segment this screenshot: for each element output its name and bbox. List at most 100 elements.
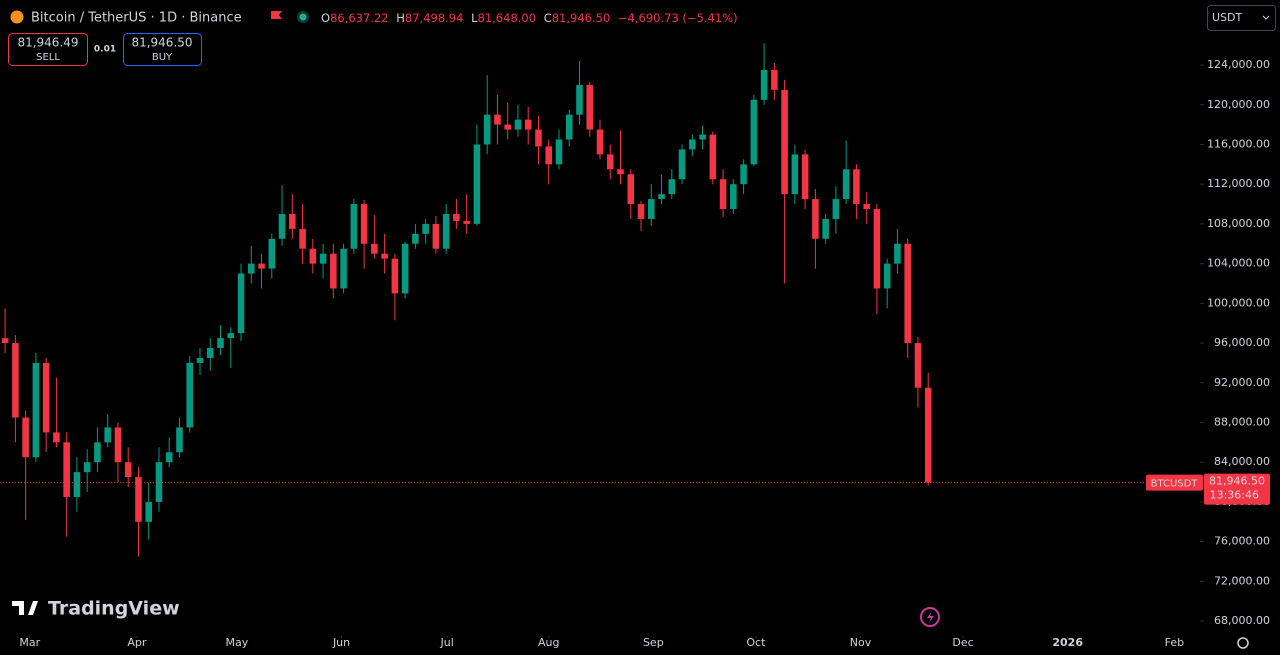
buy-label: BUY <box>152 52 173 63</box>
y-tick-label: 104,000.00 <box>1207 257 1270 270</box>
candle-body <box>124 462 132 478</box>
candle-body <box>330 253 337 289</box>
event-bolt <box>927 611 934 623</box>
candle-body <box>606 154 614 170</box>
candle-body <box>565 114 573 140</box>
candle-body <box>545 146 552 165</box>
candle-body <box>822 218 829 239</box>
buy-button[interactable] <box>123 33 202 66</box>
symbol-tag <box>1146 474 1203 491</box>
candle-body <box>586 84 594 130</box>
candle-body <box>853 169 860 205</box>
x-tick-label: Jul <box>440 636 454 649</box>
candle-body <box>104 427 111 443</box>
price-tag-text: 81,946.50 <box>1209 475 1265 488</box>
y-tick-label: 88,000.00 <box>1214 415 1270 428</box>
candle-body <box>83 462 91 473</box>
candle-body <box>94 442 101 463</box>
x-tick-label: May <box>226 636 249 649</box>
candle-body <box>217 338 224 349</box>
candle-body <box>391 258 399 294</box>
candle-body <box>422 223 429 234</box>
candle-body <box>924 387 932 483</box>
candle-body <box>289 213 296 229</box>
candle-body <box>637 204 645 219</box>
y-tick-label: 108,000.00 <box>1207 217 1270 230</box>
candle-body <box>750 99 758 165</box>
candle-body <box>453 213 460 221</box>
candle-body <box>668 179 676 195</box>
candle-body <box>22 417 29 458</box>
sell-label: SELL <box>36 52 60 63</box>
candle-body <box>412 233 419 244</box>
y-tick-label: 100,000.00 <box>1207 296 1270 309</box>
candle-body <box>812 199 819 239</box>
x-tick-label: Oct <box>746 636 766 649</box>
settings-icon[interactable] <box>1237 637 1249 649</box>
candle-body <box>371 243 378 254</box>
candle-body <box>648 199 655 219</box>
o-value: 86,637.22 <box>330 11 389 25</box>
candle-body <box>268 238 276 269</box>
symbol-title: Bitcoin / TetherUS · 1D · Binance <box>31 11 242 26</box>
y-tick-label: 72,000.00 <box>1214 574 1270 587</box>
candle-body <box>186 362 194 428</box>
candle-body <box>483 114 491 145</box>
candle-body <box>340 248 347 289</box>
candle-body <box>832 199 840 219</box>
candle-body <box>227 333 235 339</box>
price-tag <box>1204 473 1270 505</box>
candle-body <box>801 154 809 200</box>
event-icon[interactable] <box>920 607 940 627</box>
candle-body <box>524 119 532 130</box>
sell-button[interactable] <box>8 33 88 66</box>
y-tick-label: 124,000.00 <box>1207 58 1270 71</box>
dropdown-arrow <box>1262 15 1270 20</box>
candle-body <box>863 204 870 210</box>
candle-body <box>689 139 696 150</box>
candle-body <box>53 432 60 443</box>
candle-body <box>155 462 163 502</box>
candle-body <box>627 174 635 205</box>
candle-body <box>473 144 481 224</box>
candle-body <box>206 348 214 358</box>
ohlc: O86,637.22 H87,498.94 L81,648.00 C81,946… <box>321 11 738 25</box>
candle-body <box>32 362 40 458</box>
x-tick-label: Aug <box>538 636 559 649</box>
x-tick-label: Feb <box>1165 636 1184 649</box>
candle-body <box>894 243 901 264</box>
flag-icon[interactable] <box>271 11 282 19</box>
x-tick-label: Mar <box>19 636 40 649</box>
candle-body <box>617 169 624 175</box>
candle-body <box>740 164 747 185</box>
candle-body <box>596 129 604 155</box>
l-label: L <box>471 11 478 25</box>
y-tick-label: 92,000.00 <box>1214 376 1270 389</box>
x-tick-label: Jun <box>332 636 350 649</box>
candle-body <box>309 248 317 264</box>
candle-body <box>504 124 511 130</box>
candle-body <box>719 179 727 210</box>
candle-body <box>73 472 81 497</box>
candle-body <box>63 442 70 497</box>
candle-body <box>442 213 450 249</box>
c-label: C <box>544 11 552 25</box>
candle-body <box>555 139 563 165</box>
h-value: 87,498.94 <box>405 11 464 25</box>
currency-dropdown[interactable] <box>1207 5 1276 31</box>
candle-body <box>873 209 881 289</box>
candle-body <box>883 263 891 289</box>
candle-body <box>278 213 286 239</box>
candle-body <box>176 427 183 453</box>
candle-body <box>842 169 850 200</box>
quantity[interactable]: 0.01 <box>94 45 116 55</box>
plot-area <box>0 43 1200 557</box>
candle-body <box>576 84 583 115</box>
candle-body <box>381 253 388 259</box>
candle-body <box>196 357 204 363</box>
candle-body <box>904 243 911 344</box>
candle-body <box>535 129 542 147</box>
candle-body <box>678 149 686 180</box>
